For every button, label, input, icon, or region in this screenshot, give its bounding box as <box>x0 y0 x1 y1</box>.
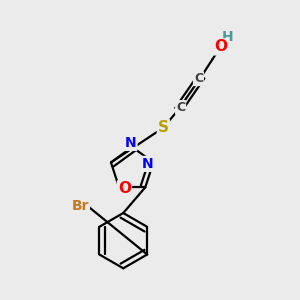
Text: N: N <box>142 157 154 171</box>
Text: O: O <box>118 181 131 196</box>
Text: S: S <box>158 120 169 135</box>
Text: Br: Br <box>71 200 89 214</box>
Text: H: H <box>222 30 234 44</box>
Text: O: O <box>214 39 227 54</box>
Text: C: C <box>176 101 185 114</box>
Text: C: C <box>194 72 203 85</box>
Text: N: N <box>125 136 136 150</box>
